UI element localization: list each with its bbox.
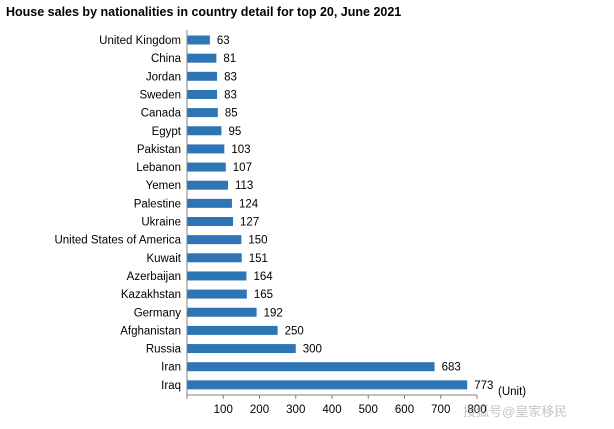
- bar-germany: [187, 307, 257, 317]
- x-tick-label-800: 800: [467, 404, 486, 416]
- category-label-lebanon: Lebanon: [136, 162, 181, 174]
- category-label-pakistan: Pakistan: [137, 144, 181, 156]
- unit-label: (Unit): [498, 386, 526, 398]
- category-label-yemen: Yemen: [146, 180, 181, 192]
- data-label-canada: 85: [225, 108, 238, 120]
- bar-united-kingdom: [187, 35, 210, 45]
- category-label-afghanistan: Afghanistan: [120, 325, 181, 337]
- bar-sweden: [187, 89, 218, 99]
- bar-china: [187, 53, 217, 63]
- data-label-lebanon: 107: [233, 162, 252, 174]
- category-label-germany: Germany: [134, 307, 182, 319]
- category-label-ukraine: Ukraine: [141, 217, 181, 229]
- data-label-united-states-of-america: 150: [248, 235, 267, 247]
- bar-yemen: [187, 180, 228, 190]
- data-label-ukraine: 127: [240, 217, 259, 229]
- x-tick-label-500: 500: [359, 404, 378, 416]
- category-label-china: China: [151, 53, 182, 65]
- category-label-kazakhstan: Kazakhstan: [121, 289, 181, 301]
- data-label-palestine: 124: [239, 198, 259, 210]
- data-label-pakistan: 103: [231, 144, 250, 156]
- bar-egypt: [187, 126, 222, 136]
- category-label-azerbaijan: Azerbaijan: [127, 271, 181, 283]
- bar-ukraine: [187, 217, 234, 226]
- chart-title: House sales by nationalities in country …: [6, 5, 402, 19]
- data-label-afghanistan: 250: [285, 325, 304, 337]
- data-label-sweden: 83: [224, 89, 237, 101]
- bar-united-states-of-america: [187, 235, 242, 245]
- data-label-united-kingdom: 63: [217, 35, 230, 47]
- category-label-jordan: Jordan: [146, 71, 181, 83]
- category-label-canada: Canada: [141, 108, 182, 120]
- data-label-kazakhstan: 165: [254, 289, 273, 301]
- data-label-germany: 192: [264, 307, 283, 319]
- data-label-russia: 300: [303, 344, 322, 356]
- bars-layer: [187, 35, 468, 390]
- bar-pakistan: [187, 144, 225, 154]
- data-label-egypt: 95: [228, 126, 241, 138]
- axis-layer: 100 200 300 400 500 600 700 800: [186, 30, 487, 416]
- watermark: 搜狐号@皇家移民: [463, 404, 568, 419]
- x-tick-label-100: 100: [214, 404, 233, 416]
- bar-jordan: [187, 71, 218, 81]
- category-label-russia: Russia: [146, 344, 182, 356]
- bar-kuwait: [187, 253, 242, 263]
- category-label-egypt: Egypt: [152, 126, 182, 138]
- bar-afghanistan: [187, 325, 278, 335]
- bar-palestine: [187, 198, 232, 208]
- x-tick-label-400: 400: [322, 404, 341, 416]
- data-label-iran: 683: [442, 362, 461, 374]
- category-label-sweden: Sweden: [139, 89, 181, 101]
- x-tick-label-200: 200: [250, 404, 269, 416]
- data-label-kuwait: 151: [249, 253, 268, 265]
- category-label-kuwait: Kuwait: [146, 253, 181, 265]
- bar-russia: [187, 344, 296, 354]
- labels-layer: United Kingdom 63 China 81 Jordan 83 Sweden 83 C…: [54, 35, 526, 398]
- data-label-azerbaijan: 164: [253, 271, 273, 283]
- bar-iran: [187, 362, 435, 372]
- category-label-palestine: Palestine: [134, 198, 181, 210]
- bar-iraq: [187, 380, 468, 390]
- bar-lebanon: [187, 162, 226, 172]
- x-tick-label-300: 300: [286, 404, 305, 416]
- data-label-iraq: 773: [474, 380, 493, 392]
- category-label-united-states-of-america: United States of America: [54, 235, 181, 247]
- bar-azerbaijan: [187, 271, 247, 281]
- category-label-united-kingdom: United Kingdom: [99, 35, 181, 47]
- x-tick-label-600: 600: [395, 404, 414, 416]
- bar-kazakhstan: [187, 289, 247, 299]
- data-label-china: 81: [223, 53, 236, 65]
- data-label-yemen: 113: [235, 180, 253, 192]
- bar-canada: [187, 108, 218, 118]
- category-label-iraq: Iraq: [161, 380, 181, 392]
- data-label-jordan: 83: [224, 71, 237, 83]
- x-tick-label-700: 700: [431, 404, 450, 416]
- category-label-iran: Iran: [161, 362, 181, 374]
